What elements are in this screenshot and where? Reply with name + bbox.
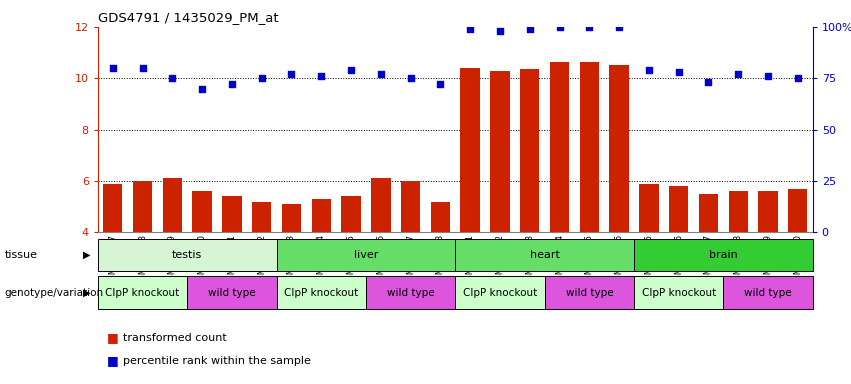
Text: heart: heart bbox=[529, 250, 560, 260]
Bar bbox=[103, 184, 123, 232]
Bar bbox=[222, 196, 242, 232]
Bar bbox=[455, 276, 545, 309]
Bar bbox=[341, 196, 361, 232]
Text: ClpP knockout: ClpP knockout bbox=[106, 288, 180, 298]
Bar bbox=[277, 239, 455, 271]
Bar bbox=[758, 191, 778, 232]
Point bbox=[106, 65, 119, 71]
Text: brain: brain bbox=[709, 250, 738, 260]
Bar bbox=[252, 202, 271, 232]
Point bbox=[433, 81, 448, 88]
Bar bbox=[133, 181, 152, 232]
Point bbox=[642, 67, 655, 73]
Bar bbox=[311, 199, 331, 232]
Text: ■: ■ bbox=[106, 354, 118, 367]
Bar bbox=[699, 194, 718, 232]
Bar bbox=[490, 71, 510, 232]
Text: transformed count: transformed count bbox=[123, 333, 227, 343]
Point bbox=[523, 26, 536, 32]
Point bbox=[612, 24, 625, 30]
Point bbox=[493, 28, 506, 34]
Bar bbox=[401, 181, 420, 232]
Bar bbox=[282, 204, 301, 232]
Bar bbox=[431, 202, 450, 232]
Bar bbox=[371, 179, 391, 232]
Bar bbox=[580, 61, 599, 232]
Text: wild type: wild type bbox=[208, 288, 255, 298]
Bar bbox=[98, 239, 277, 271]
Bar bbox=[609, 65, 629, 232]
Bar bbox=[723, 276, 813, 309]
Text: ▶: ▶ bbox=[83, 250, 91, 260]
Point bbox=[672, 69, 686, 75]
Bar bbox=[550, 61, 569, 232]
Point bbox=[761, 73, 774, 79]
Bar bbox=[634, 276, 723, 309]
Text: liver: liver bbox=[354, 250, 378, 260]
Bar bbox=[669, 186, 688, 232]
Point bbox=[165, 75, 179, 81]
Text: testis: testis bbox=[172, 250, 203, 260]
Text: wild type: wild type bbox=[387, 288, 434, 298]
Bar bbox=[98, 276, 187, 309]
Text: ClpP knockout: ClpP knockout bbox=[463, 288, 537, 298]
Text: GDS4791 / 1435029_PM_at: GDS4791 / 1435029_PM_at bbox=[98, 12, 278, 25]
Bar bbox=[639, 184, 659, 232]
Bar bbox=[455, 239, 634, 271]
Point bbox=[701, 79, 715, 85]
Text: ■: ■ bbox=[106, 331, 118, 344]
Point bbox=[403, 75, 417, 81]
Text: ClpP knockout: ClpP knockout bbox=[284, 288, 358, 298]
Point bbox=[225, 81, 238, 88]
Text: ▶: ▶ bbox=[83, 288, 91, 298]
Text: wild type: wild type bbox=[566, 288, 613, 298]
Point bbox=[463, 26, 477, 32]
Point bbox=[791, 75, 805, 81]
Bar bbox=[728, 191, 748, 232]
Bar bbox=[192, 191, 212, 232]
Point bbox=[374, 71, 387, 77]
Point bbox=[553, 24, 567, 30]
Text: wild type: wild type bbox=[745, 288, 791, 298]
Point bbox=[255, 75, 269, 81]
Point bbox=[582, 24, 596, 30]
Point bbox=[284, 71, 298, 77]
Bar bbox=[163, 179, 182, 232]
Text: ClpP knockout: ClpP knockout bbox=[642, 288, 716, 298]
Point bbox=[315, 73, 328, 79]
Bar bbox=[545, 276, 634, 309]
Point bbox=[731, 71, 745, 77]
Text: tissue: tissue bbox=[4, 250, 37, 260]
Point bbox=[196, 85, 209, 91]
Bar bbox=[460, 68, 480, 232]
Bar bbox=[634, 239, 813, 271]
Text: percentile rank within the sample: percentile rank within the sample bbox=[123, 356, 311, 366]
Bar bbox=[366, 276, 455, 309]
Point bbox=[136, 65, 150, 71]
Point bbox=[344, 67, 357, 73]
Bar bbox=[277, 276, 366, 309]
Bar bbox=[788, 189, 808, 232]
Bar bbox=[187, 276, 277, 309]
Bar bbox=[520, 69, 540, 232]
Text: genotype/variation: genotype/variation bbox=[4, 288, 103, 298]
